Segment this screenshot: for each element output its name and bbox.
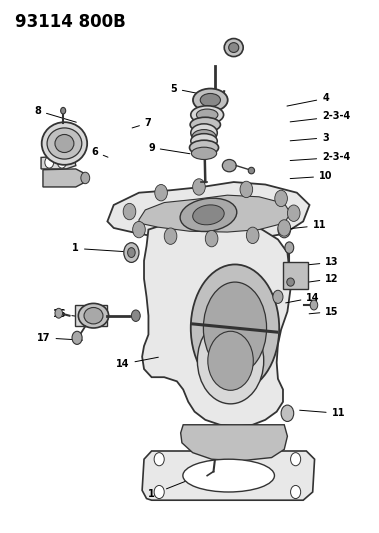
- Text: 11: 11: [284, 221, 326, 230]
- Circle shape: [281, 405, 294, 422]
- Circle shape: [275, 190, 287, 207]
- Ellipse shape: [190, 117, 221, 132]
- Polygon shape: [181, 425, 287, 461]
- Text: 15: 15: [309, 306, 339, 317]
- Ellipse shape: [190, 140, 219, 155]
- Polygon shape: [142, 451, 315, 500]
- Circle shape: [291, 486, 301, 498]
- Circle shape: [278, 220, 291, 236]
- Ellipse shape: [222, 159, 236, 172]
- Text: 7: 7: [132, 118, 152, 128]
- Text: 6: 6: [91, 147, 108, 157]
- Ellipse shape: [208, 332, 253, 390]
- Circle shape: [205, 230, 218, 247]
- Circle shape: [278, 221, 291, 238]
- Text: 3: 3: [290, 133, 329, 143]
- Ellipse shape: [197, 318, 264, 404]
- Ellipse shape: [287, 278, 294, 286]
- Text: 14: 14: [116, 357, 158, 369]
- Text: 17: 17: [37, 333, 83, 343]
- Ellipse shape: [204, 282, 266, 374]
- Circle shape: [193, 179, 205, 195]
- Polygon shape: [139, 195, 291, 232]
- Text: 2-3-4: 2-3-4: [290, 152, 351, 163]
- Text: 9: 9: [148, 143, 190, 154]
- Circle shape: [58, 157, 66, 168]
- Ellipse shape: [191, 134, 217, 148]
- Text: 12: 12: [293, 274, 339, 284]
- Circle shape: [246, 227, 259, 244]
- Circle shape: [287, 205, 300, 221]
- Circle shape: [310, 300, 318, 310]
- Polygon shape: [41, 156, 76, 169]
- Ellipse shape: [191, 106, 224, 124]
- Ellipse shape: [248, 167, 255, 174]
- Bar: [75, 305, 107, 326]
- Ellipse shape: [183, 459, 274, 492]
- Ellipse shape: [55, 134, 74, 152]
- Text: 4: 4: [287, 93, 329, 106]
- Ellipse shape: [196, 109, 218, 120]
- Circle shape: [132, 310, 140, 321]
- Ellipse shape: [191, 124, 217, 142]
- Ellipse shape: [192, 130, 216, 144]
- Ellipse shape: [78, 303, 109, 328]
- Circle shape: [123, 204, 136, 220]
- Circle shape: [155, 184, 168, 201]
- Circle shape: [61, 108, 66, 114]
- Circle shape: [164, 228, 177, 244]
- Text: 16: 16: [53, 309, 102, 319]
- Circle shape: [81, 172, 90, 184]
- Ellipse shape: [47, 128, 82, 159]
- Ellipse shape: [180, 198, 237, 231]
- Circle shape: [45, 157, 54, 168]
- Text: 10: 10: [290, 171, 332, 181]
- Circle shape: [273, 290, 283, 303]
- Text: 18: 18: [147, 478, 193, 499]
- Polygon shape: [43, 169, 85, 187]
- Circle shape: [124, 243, 139, 262]
- Ellipse shape: [193, 88, 228, 111]
- Circle shape: [285, 242, 294, 253]
- Circle shape: [154, 453, 164, 466]
- Circle shape: [133, 221, 145, 238]
- Text: 2-3-4: 2-3-4: [290, 111, 351, 122]
- Text: 93114 800B: 93114 800B: [15, 13, 126, 31]
- Text: 5: 5: [170, 84, 212, 96]
- Bar: [283, 262, 308, 289]
- Ellipse shape: [84, 308, 103, 324]
- Circle shape: [72, 332, 82, 344]
- Ellipse shape: [193, 205, 224, 225]
- Circle shape: [128, 248, 135, 257]
- Circle shape: [154, 486, 164, 498]
- Ellipse shape: [191, 264, 279, 392]
- Circle shape: [291, 453, 301, 466]
- Ellipse shape: [229, 43, 239, 52]
- Ellipse shape: [191, 147, 217, 159]
- Ellipse shape: [224, 38, 243, 56]
- Polygon shape: [142, 221, 291, 426]
- Polygon shape: [107, 182, 310, 242]
- Ellipse shape: [42, 122, 87, 165]
- Text: 1: 1: [72, 244, 124, 254]
- Text: 13: 13: [293, 257, 339, 268]
- Text: 8: 8: [34, 106, 76, 122]
- Text: 11: 11: [300, 408, 345, 418]
- Circle shape: [55, 308, 63, 318]
- Text: 14: 14: [286, 293, 320, 303]
- Circle shape: [240, 181, 253, 198]
- Ellipse shape: [200, 93, 221, 107]
